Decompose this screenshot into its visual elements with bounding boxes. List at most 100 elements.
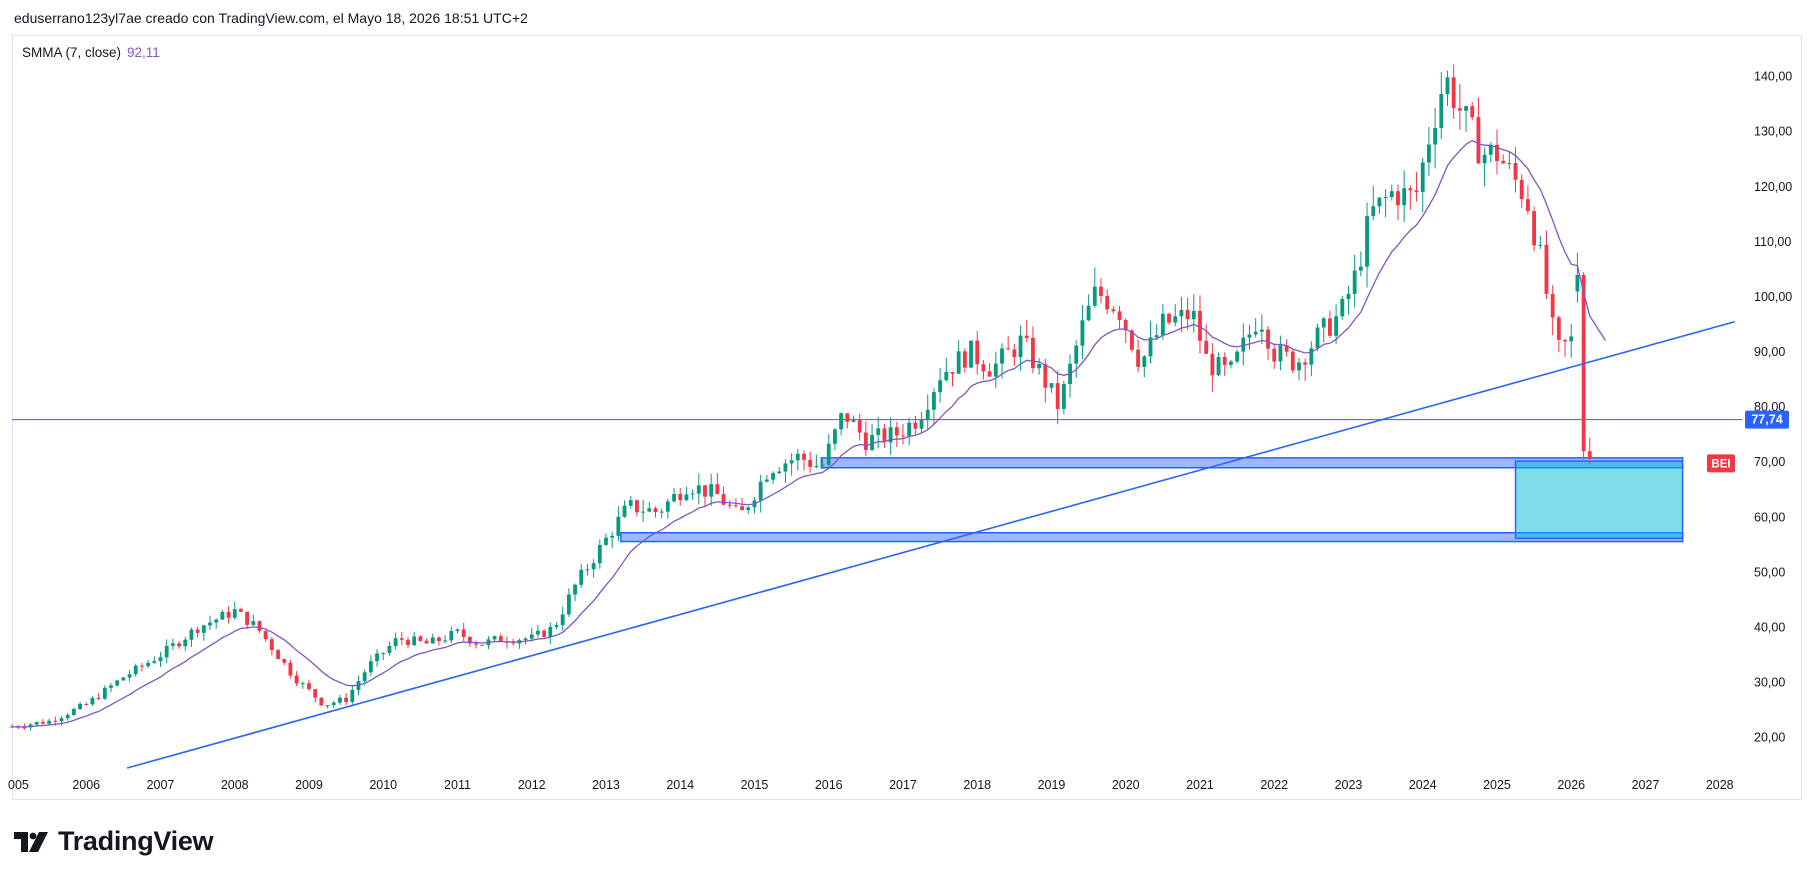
candle-body[interactable] — [492, 636, 497, 640]
candle-body[interactable] — [368, 661, 373, 673]
candle-body[interactable] — [1185, 309, 1190, 320]
candle-body[interactable] — [1117, 311, 1122, 320]
candle-body[interactable] — [969, 340, 973, 368]
candle-body[interactable] — [616, 516, 621, 536]
candle-body[interactable] — [548, 626, 553, 637]
candle-body[interactable] — [975, 340, 980, 365]
candle-body[interactable] — [331, 702, 336, 706]
candle-body[interactable] — [573, 584, 577, 595]
candle-body[interactable] — [1371, 206, 1376, 217]
candle-body[interactable] — [882, 428, 887, 443]
candle-body[interactable] — [1389, 191, 1394, 198]
candle-body[interactable] — [1464, 106, 1468, 111]
candle-body[interactable] — [1297, 362, 1301, 371]
candle-body[interactable] — [164, 645, 169, 658]
candle-body[interactable] — [1055, 383, 1060, 409]
candle-body[interactable] — [1259, 329, 1264, 332]
candle-body[interactable] — [604, 537, 608, 545]
candle-body[interactable] — [257, 621, 262, 631]
candle-body[interactable] — [1266, 329, 1270, 349]
candle-body[interactable] — [1532, 211, 1537, 246]
symbol-tag[interactable] — [1707, 454, 1735, 473]
candle-body[interactable] — [220, 611, 225, 620]
indicator-legend[interactable]: SMMA (7, close) 92,11 — [22, 45, 160, 60]
candle-body[interactable] — [1396, 191, 1400, 206]
candle-body[interactable] — [455, 629, 460, 631]
candle-body[interactable] — [1303, 362, 1308, 365]
candle-body[interactable] — [121, 677, 126, 681]
candle-body[interactable] — [833, 429, 837, 444]
candle-body[interactable] — [529, 634, 534, 639]
candle-body[interactable] — [585, 569, 590, 571]
candle-body[interactable] — [1352, 270, 1357, 294]
candle-body[interactable] — [418, 636, 423, 641]
candle-body[interactable] — [449, 630, 454, 641]
candle-body[interactable] — [1340, 298, 1345, 317]
candle-body[interactable] — [1123, 319, 1128, 331]
candle-body[interactable] — [901, 435, 905, 437]
candle-body[interactable] — [938, 380, 943, 393]
candle-body[interactable] — [1179, 309, 1184, 317]
tradingview-logo[interactable]: TradingView — [14, 826, 214, 857]
candle-body[interactable] — [430, 637, 435, 644]
candle-body[interactable] — [387, 646, 392, 653]
candle-body[interactable] — [1563, 339, 1567, 342]
candle-body[interactable] — [734, 505, 738, 507]
candle-body[interactable] — [1575, 274, 1580, 292]
candle-body[interactable] — [146, 662, 151, 667]
candle-body[interactable] — [1018, 335, 1023, 358]
candle-body[interactable] — [795, 453, 800, 461]
candle-body[interactable] — [338, 697, 342, 703]
candle-body[interactable] — [263, 630, 268, 640]
candle-body[interactable] — [319, 697, 324, 706]
candle-body[interactable] — [1204, 340, 1209, 354]
candle-body[interactable] — [684, 494, 689, 501]
current-price-tag[interactable] — [1745, 410, 1789, 429]
candle-body[interactable] — [610, 535, 615, 538]
candle-body[interactable] — [474, 643, 478, 645]
candle-body[interactable] — [1550, 293, 1555, 318]
candle-body[interactable] — [1198, 310, 1202, 341]
candle-body[interactable] — [622, 505, 627, 517]
candle-body[interactable] — [1495, 144, 1499, 161]
candle-body[interactable] — [1253, 331, 1258, 335]
candle-body[interactable] — [1519, 179, 1524, 200]
candle-body[interactable] — [1074, 345, 1079, 364]
candle-body[interactable] — [1191, 310, 1196, 320]
candle-body[interactable] — [1402, 188, 1407, 206]
candle-body[interactable] — [659, 511, 664, 513]
candle-body[interactable] — [1247, 334, 1252, 338]
candle-body[interactable] — [1420, 162, 1425, 193]
candle-body[interactable] — [1290, 351, 1295, 371]
candle-body[interactable] — [746, 507, 751, 511]
candle-body[interactable] — [1433, 128, 1438, 145]
candle-body[interactable] — [307, 683, 311, 690]
candle-body[interactable] — [201, 625, 206, 633]
candle-body[interactable] — [1167, 313, 1171, 323]
candle-body[interactable] — [888, 427, 893, 443]
candle-body[interactable] — [839, 413, 844, 430]
candle-body[interactable] — [647, 508, 652, 512]
candle-body[interactable] — [90, 698, 95, 705]
candle-body[interactable] — [1006, 348, 1011, 350]
candle-body[interactable] — [1445, 77, 1450, 94]
candle-body[interactable] — [1012, 349, 1017, 358]
candle-body[interactable] — [1099, 286, 1103, 296]
candle-body[interactable] — [1160, 313, 1165, 336]
candle-body[interactable] — [208, 622, 212, 626]
candle-body[interactable] — [857, 420, 862, 433]
candle-body[interactable] — [1451, 77, 1456, 109]
candle-body[interactable] — [554, 625, 559, 627]
candle-body[interactable] — [1587, 451, 1592, 459]
candle-body[interactable] — [1365, 216, 1369, 267]
target-box[interactable] — [1514, 460, 1684, 540]
candle-body[interactable] — [1272, 348, 1277, 362]
candle-body[interactable] — [1024, 335, 1029, 338]
candle-body[interactable] — [195, 629, 200, 633]
candle-body[interactable] — [412, 636, 417, 646]
candle-body[interactable] — [381, 652, 386, 654]
candle-body[interactable] — [628, 500, 633, 506]
candle-body[interactable] — [1061, 384, 1066, 409]
candle-body[interactable] — [1222, 356, 1227, 365]
candle-body[interactable] — [808, 459, 813, 467]
